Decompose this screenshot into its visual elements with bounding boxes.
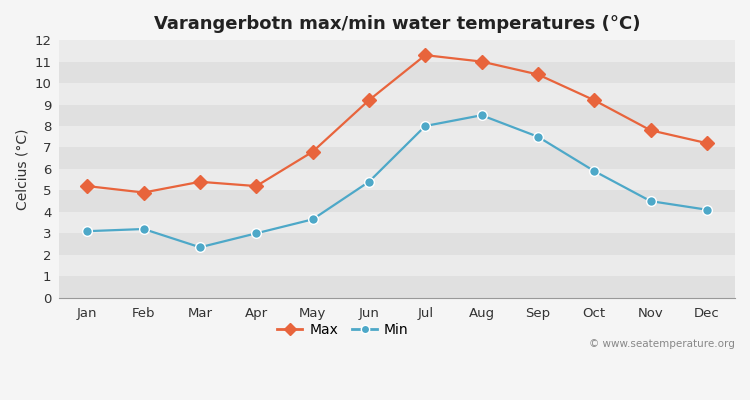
Line: Max: Max (82, 50, 712, 197)
Max (421, 53, 430, 58)
Bar (59, 233, 735, 255)
Bar (59, 104, 735, 126)
Min (421, 124, 430, 128)
Text: © www.seatemperature.org: © www.seatemperature.org (590, 339, 735, 349)
Max (252, 184, 261, 188)
Bar (59, 212, 735, 233)
Bar (59, 126, 735, 148)
Min (308, 217, 317, 222)
Title: Varangerbotn max/min water temperatures (°C): Varangerbotn max/min water temperatures … (154, 15, 640, 33)
Bar (59, 276, 735, 298)
Bar (59, 169, 735, 190)
Max (364, 98, 374, 103)
Bar (59, 148, 735, 169)
Max (82, 184, 92, 188)
Y-axis label: Celcius (°C): Celcius (°C) (15, 128, 29, 210)
Min (702, 207, 711, 212)
Min (533, 134, 542, 139)
Max (196, 179, 205, 184)
Max (590, 98, 598, 103)
Bar (59, 40, 735, 62)
Min (364, 179, 374, 184)
Legend: Max, Min: Max, Min (272, 317, 414, 342)
Min (140, 227, 148, 232)
Max (646, 128, 655, 133)
Min (590, 169, 598, 174)
Max (308, 149, 317, 154)
Max (702, 141, 711, 146)
Bar (59, 83, 735, 104)
Bar (59, 255, 735, 276)
Bar (59, 62, 735, 83)
Max (477, 59, 486, 64)
Line: Min: Min (82, 110, 712, 252)
Max (140, 190, 148, 195)
Max (533, 72, 542, 77)
Min (196, 245, 205, 250)
Min (477, 113, 486, 118)
Min (252, 231, 261, 236)
Min (646, 199, 655, 204)
Bar (59, 190, 735, 212)
Min (82, 229, 92, 234)
